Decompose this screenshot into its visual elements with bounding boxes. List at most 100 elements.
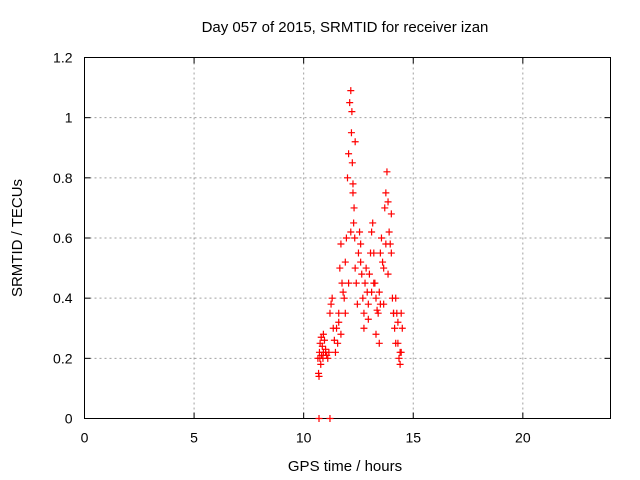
data-point — [342, 234, 350, 242]
x-tick-label: 5 — [190, 430, 198, 446]
data-point — [349, 189, 357, 197]
data-point — [330, 336, 338, 344]
data-point — [320, 336, 328, 344]
data-point — [351, 138, 359, 146]
y-tick-label: 0.8 — [53, 170, 73, 186]
data-point — [352, 279, 360, 287]
data-point — [349, 180, 357, 188]
data-point — [380, 264, 388, 272]
data-point — [379, 258, 387, 266]
data-point — [365, 270, 373, 278]
data-point — [394, 339, 402, 347]
data-point — [357, 240, 365, 248]
data-point — [345, 150, 353, 158]
data-point — [356, 228, 364, 236]
data-point — [398, 324, 406, 332]
data-point — [315, 369, 323, 377]
data-point — [334, 339, 342, 347]
y-axis-label: SRMTID / TECUs — [9, 179, 26, 297]
data-point — [346, 99, 354, 107]
data-point — [358, 270, 366, 278]
data-point — [391, 324, 399, 332]
data-point — [364, 300, 372, 308]
data-point — [374, 309, 382, 317]
data-point — [353, 300, 361, 308]
data-point — [396, 348, 404, 356]
data-point — [395, 354, 403, 362]
data-point — [328, 294, 336, 302]
tick-layer: 0 5 10 15 20 0 0.2 0.4 0.6 0.8 1 1.2 — [53, 50, 611, 446]
grid-layer — [84, 57, 611, 419]
data-point — [326, 309, 334, 317]
data-point — [347, 129, 355, 137]
data-point — [347, 228, 355, 236]
data-point — [375, 288, 383, 296]
data-point — [322, 348, 330, 356]
x-tick-label: 10 — [296, 430, 312, 446]
data-point — [317, 360, 325, 368]
data-point — [373, 306, 381, 314]
data-point — [384, 198, 392, 206]
data-point — [344, 174, 351, 182]
data-point — [324, 354, 332, 362]
data-point — [327, 300, 335, 308]
points-layer — [314, 87, 406, 422]
data-point — [394, 318, 402, 326]
data-point — [345, 279, 353, 287]
data-point — [351, 264, 359, 272]
data-point — [341, 258, 349, 266]
data-point — [360, 324, 368, 332]
data-point — [377, 234, 385, 242]
data-point — [318, 342, 326, 350]
data-point — [360, 309, 368, 317]
data-point — [315, 415, 323, 422]
data-point — [335, 309, 343, 317]
data-point — [335, 318, 343, 326]
y-tick-label: 0.6 — [53, 230, 73, 246]
data-point — [348, 108, 356, 116]
data-point — [337, 240, 345, 248]
data-point — [376, 300, 384, 308]
data-point — [364, 315, 372, 323]
chart-title: Day 057 of 2015, SRMTID for receiver iza… — [202, 19, 489, 36]
data-point — [362, 264, 370, 272]
x-tick-label: 15 — [405, 430, 421, 446]
y-tick-label: 1 — [65, 110, 73, 126]
data-point — [372, 330, 380, 338]
data-point — [339, 288, 347, 296]
y-tick-label: 0.2 — [53, 350, 73, 366]
data-point — [336, 264, 344, 272]
data-point — [392, 294, 400, 302]
data-point — [370, 249, 378, 257]
data-point — [396, 360, 404, 368]
data-point — [375, 339, 383, 347]
x-tick-label: 20 — [515, 430, 531, 446]
data-point — [361, 279, 369, 287]
data-point — [350, 204, 358, 212]
data-point — [350, 219, 358, 227]
data-point — [368, 228, 376, 236]
data-point — [382, 240, 390, 248]
data-point — [351, 234, 359, 242]
data-point — [370, 279, 378, 287]
data-point — [319, 330, 327, 338]
data-point — [357, 258, 365, 266]
data-point — [372, 294, 380, 302]
data-point — [382, 189, 390, 197]
x-axis-label: GPS time / hours — [288, 458, 402, 475]
data-point — [340, 294, 348, 302]
data-point — [348, 159, 356, 167]
data-point — [354, 249, 362, 257]
data-point — [397, 309, 405, 317]
data-point — [347, 87, 355, 95]
data-point — [381, 204, 389, 212]
data-point — [369, 219, 377, 227]
y-tick-label: 0.4 — [53, 290, 73, 306]
data-point — [387, 249, 395, 257]
data-point — [331, 348, 339, 356]
data-point — [390, 309, 398, 317]
data-point — [376, 249, 384, 257]
data-point — [326, 415, 334, 422]
data-point — [341, 309, 349, 317]
